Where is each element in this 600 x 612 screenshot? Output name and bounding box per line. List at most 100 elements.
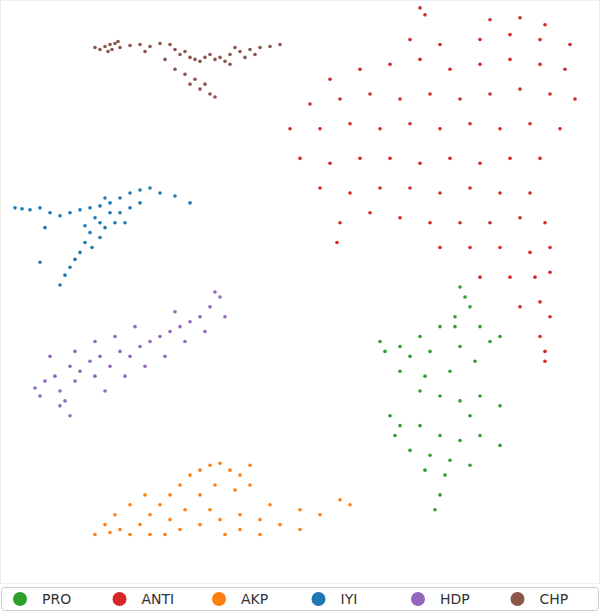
legend-marker bbox=[312, 592, 326, 606]
point bbox=[123, 374, 127, 378]
point bbox=[378, 186, 382, 190]
point bbox=[213, 290, 217, 294]
point bbox=[208, 463, 212, 467]
point bbox=[103, 196, 107, 200]
point bbox=[203, 330, 207, 334]
point bbox=[318, 186, 322, 190]
series-points bbox=[288, 6, 577, 363]
point bbox=[93, 374, 97, 378]
point bbox=[223, 315, 227, 319]
point bbox=[183, 72, 187, 76]
point bbox=[83, 241, 87, 245]
point bbox=[468, 414, 472, 418]
point bbox=[468, 186, 472, 190]
point bbox=[563, 67, 567, 71]
point bbox=[213, 483, 217, 487]
point bbox=[148, 186, 152, 190]
point bbox=[163, 58, 167, 62]
legend-label: CHP bbox=[540, 591, 569, 607]
point bbox=[418, 6, 422, 10]
point bbox=[43, 226, 47, 230]
point bbox=[103, 389, 107, 393]
point bbox=[398, 369, 402, 373]
point bbox=[88, 206, 92, 210]
point bbox=[168, 330, 172, 334]
point bbox=[348, 191, 352, 195]
point bbox=[238, 513, 242, 517]
point bbox=[458, 345, 462, 349]
point bbox=[548, 92, 552, 96]
point bbox=[478, 162, 482, 166]
point bbox=[68, 211, 72, 215]
point bbox=[508, 33, 512, 37]
legend-marker bbox=[411, 592, 425, 606]
point bbox=[188, 201, 192, 205]
point bbox=[143, 364, 147, 368]
point bbox=[318, 513, 322, 517]
point bbox=[116, 40, 120, 44]
point bbox=[238, 50, 242, 54]
point bbox=[538, 335, 542, 339]
point bbox=[13, 206, 17, 210]
point bbox=[548, 270, 552, 274]
point bbox=[193, 77, 197, 81]
point bbox=[468, 122, 472, 126]
point bbox=[508, 58, 512, 62]
point bbox=[98, 48, 102, 52]
point bbox=[258, 46, 262, 50]
point bbox=[423, 468, 427, 472]
point bbox=[118, 350, 122, 354]
point bbox=[433, 508, 437, 512]
point bbox=[173, 310, 177, 314]
point bbox=[218, 295, 222, 299]
point bbox=[428, 221, 432, 225]
point bbox=[498, 335, 502, 339]
point bbox=[228, 63, 232, 67]
point bbox=[108, 211, 112, 215]
point bbox=[388, 63, 392, 67]
point bbox=[328, 162, 332, 166]
point bbox=[208, 53, 212, 57]
legend-marker bbox=[13, 592, 27, 606]
point bbox=[58, 389, 62, 393]
point bbox=[428, 92, 432, 96]
series-points bbox=[33, 290, 227, 417]
point bbox=[438, 191, 442, 195]
point bbox=[128, 44, 132, 48]
point bbox=[68, 414, 72, 418]
point bbox=[418, 424, 422, 428]
point bbox=[93, 533, 97, 537]
point bbox=[418, 389, 422, 393]
point bbox=[538, 63, 542, 67]
point bbox=[163, 355, 167, 359]
point bbox=[408, 122, 412, 126]
point bbox=[418, 162, 422, 166]
point bbox=[248, 463, 252, 467]
point bbox=[103, 523, 107, 527]
point bbox=[238, 473, 242, 477]
point bbox=[58, 404, 62, 408]
point bbox=[528, 191, 532, 195]
point bbox=[148, 45, 152, 49]
point bbox=[178, 53, 182, 57]
point bbox=[188, 56, 192, 60]
legend-marker bbox=[113, 592, 127, 606]
point bbox=[478, 275, 482, 279]
point bbox=[93, 340, 97, 344]
legend-label: IYI bbox=[341, 591, 358, 607]
point bbox=[173, 194, 177, 198]
point bbox=[543, 23, 547, 27]
point bbox=[538, 300, 542, 304]
point bbox=[278, 523, 282, 527]
point bbox=[418, 335, 422, 339]
point bbox=[183, 340, 187, 344]
point bbox=[438, 127, 442, 131]
point bbox=[178, 483, 182, 487]
point bbox=[138, 43, 142, 47]
point bbox=[448, 458, 452, 462]
point bbox=[438, 325, 442, 329]
point bbox=[68, 364, 72, 368]
series-points bbox=[93, 40, 282, 99]
point bbox=[173, 67, 177, 71]
legend-marker bbox=[212, 592, 226, 606]
